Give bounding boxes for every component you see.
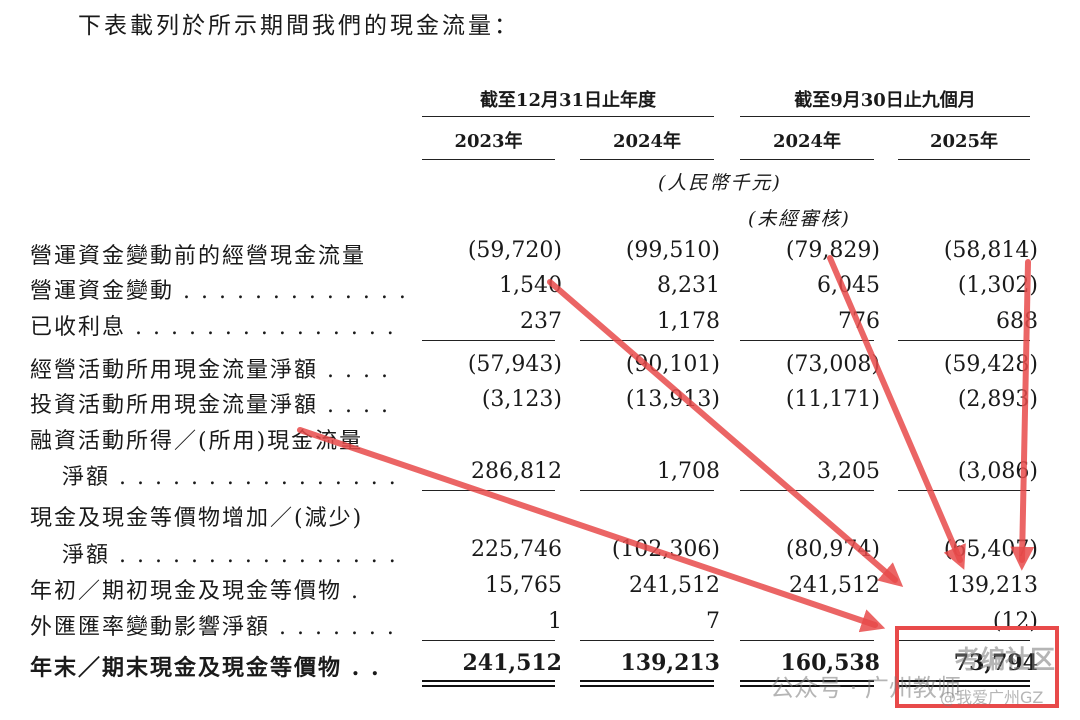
row-label-net-change-cont: 淨額 . . . . . . . . . . . . . . . . . . .…	[62, 543, 405, 568]
cell-r0-c1: (99,510)	[625, 238, 720, 263]
subtotal-rule2-c0	[422, 490, 555, 491]
cell-r2-c2: 776	[838, 309, 880, 334]
cell-r3-c1: (90,101)	[625, 352, 720, 377]
cell-r2-c3: 688	[996, 309, 1038, 334]
subtotal-rule2-c1	[580, 490, 714, 491]
year-header-2025: 2025年	[898, 127, 1030, 160]
row-label-operating-before-wc: 營運資金變動前的經營現金流量	[30, 244, 367, 269]
row-label-opening-cash: 年初／期初現金及現金等價物 .	[30, 579, 360, 604]
cell-r0-c3: (58,814)	[943, 238, 1038, 263]
cell-r6-c2: (80,974)	[785, 537, 880, 562]
intro-text: 下表載列於所示期間我們的現金流量：	[78, 13, 520, 39]
cell-r1-c0: 1,540	[499, 273, 562, 298]
cell-r3-c2: (73,008)	[785, 352, 880, 377]
currency-note: (人民幣千元)	[658, 172, 782, 194]
cell-r4-c3: (2,893)	[957, 387, 1038, 412]
subtotal-rule2-c3	[898, 490, 1030, 491]
row-label-fx-effect: 外匯匯率變動影響淨額 . . . . . . . .	[30, 615, 405, 640]
cell-r6-c0: 225,746	[471, 537, 562, 562]
cell-r0-c2: (79,829)	[785, 238, 880, 263]
year-header-2024: 2024年	[580, 127, 714, 160]
subtotal-rule-c3	[898, 340, 1030, 341]
period-header-annual: 截至12月31日止年度	[422, 86, 714, 117]
cell-r8-c1: 7	[706, 609, 720, 634]
watermark-wechat: 公众号 · 广州教师	[770, 674, 961, 702]
row-label-net-investing: 投資活動所用現金流量淨額 . . . .	[30, 393, 390, 418]
year-header-2024-nine-months: 2024年	[740, 127, 874, 160]
subtotal-rule-c1	[580, 340, 714, 341]
cell-r9-c2: 160,538	[780, 650, 880, 676]
cell-r3-c0: (57,943)	[467, 352, 562, 377]
cell-r7-c0: 15,765	[485, 573, 562, 598]
cell-r6-c3: (65,407)	[943, 537, 1038, 562]
cell-r7-c1: 241,512	[629, 573, 720, 598]
cell-r4-c2: (11,171)	[785, 387, 880, 412]
cell-r9-c0: 241,512	[462, 650, 562, 676]
total-rule-c0	[422, 640, 555, 641]
row-label-interest-received: 已收利息 . . . . . . . . . . . . . . . . . .…	[30, 315, 405, 340]
cell-r7-c2: 241,512	[789, 573, 880, 598]
cell-r0-c0: (59,720)	[467, 238, 562, 263]
row-label-working-capital: 營運資金變動 . . . . . . . . . . . . . . . . .	[30, 279, 405, 304]
cell-r7-c3: 139,213	[947, 573, 1038, 598]
cell-r2-c0: 237	[520, 309, 562, 334]
cell-r3-c3: (59,428)	[943, 352, 1038, 377]
double-rule-c1	[580, 680, 714, 687]
row-label-net-operating: 經營活動所用現金流量淨額 . . . .	[30, 358, 390, 383]
cell-r2-c1: 1,178	[657, 309, 720, 334]
subtotal-rule-c0	[422, 340, 555, 341]
watermark-brand: 考编社区	[955, 645, 1056, 674]
row-label-net-change: 現金及現金等價物增加／(減少)	[30, 506, 364, 531]
cell-r8-c3: (12)	[992, 609, 1038, 634]
cell-r1-c1: 8,231	[657, 273, 720, 298]
cell-r1-c3: (1,302)	[957, 273, 1038, 298]
cell-r5-c0: 286,812	[471, 459, 562, 484]
subtotal-rule-c2	[740, 340, 874, 341]
unaudited-note: (未經審核)	[748, 208, 851, 230]
cell-r5-c3: (3,086)	[957, 459, 1038, 484]
cell-r8-c0: 1	[548, 609, 562, 634]
cell-r9-c1: 139,213	[620, 650, 720, 676]
period-header-nine-months: 截至9月30日止九個月	[740, 86, 1030, 117]
total-rule-c2	[740, 640, 874, 641]
double-rule-c2	[740, 680, 874, 687]
watermark-handle: @我爱广州GZ	[940, 688, 1044, 707]
row-label-closing-cash: 年末／期末現金及現金等價物 . .	[30, 655, 381, 681]
cell-r5-c1: 1,708	[657, 459, 720, 484]
row-label-financing-cont: 淨額 . . . . . . . . . . . . . . . . . . .…	[62, 465, 405, 490]
subtotal-rule2-c2	[740, 490, 874, 491]
cell-r5-c2: 3,205	[817, 459, 880, 484]
total-rule-c1	[580, 640, 714, 641]
cell-r1-c2: 6,045	[817, 273, 880, 298]
cell-r6-c1: (102,306)	[611, 537, 720, 562]
row-label-financing: 融資活動所得／(所用)現金流量	[30, 429, 364, 454]
cell-r4-c1: (13,913)	[625, 387, 720, 412]
year-header-2023: 2023年	[422, 127, 555, 160]
cell-r4-c0: (3,123)	[481, 387, 562, 412]
double-rule-c0	[422, 680, 555, 687]
